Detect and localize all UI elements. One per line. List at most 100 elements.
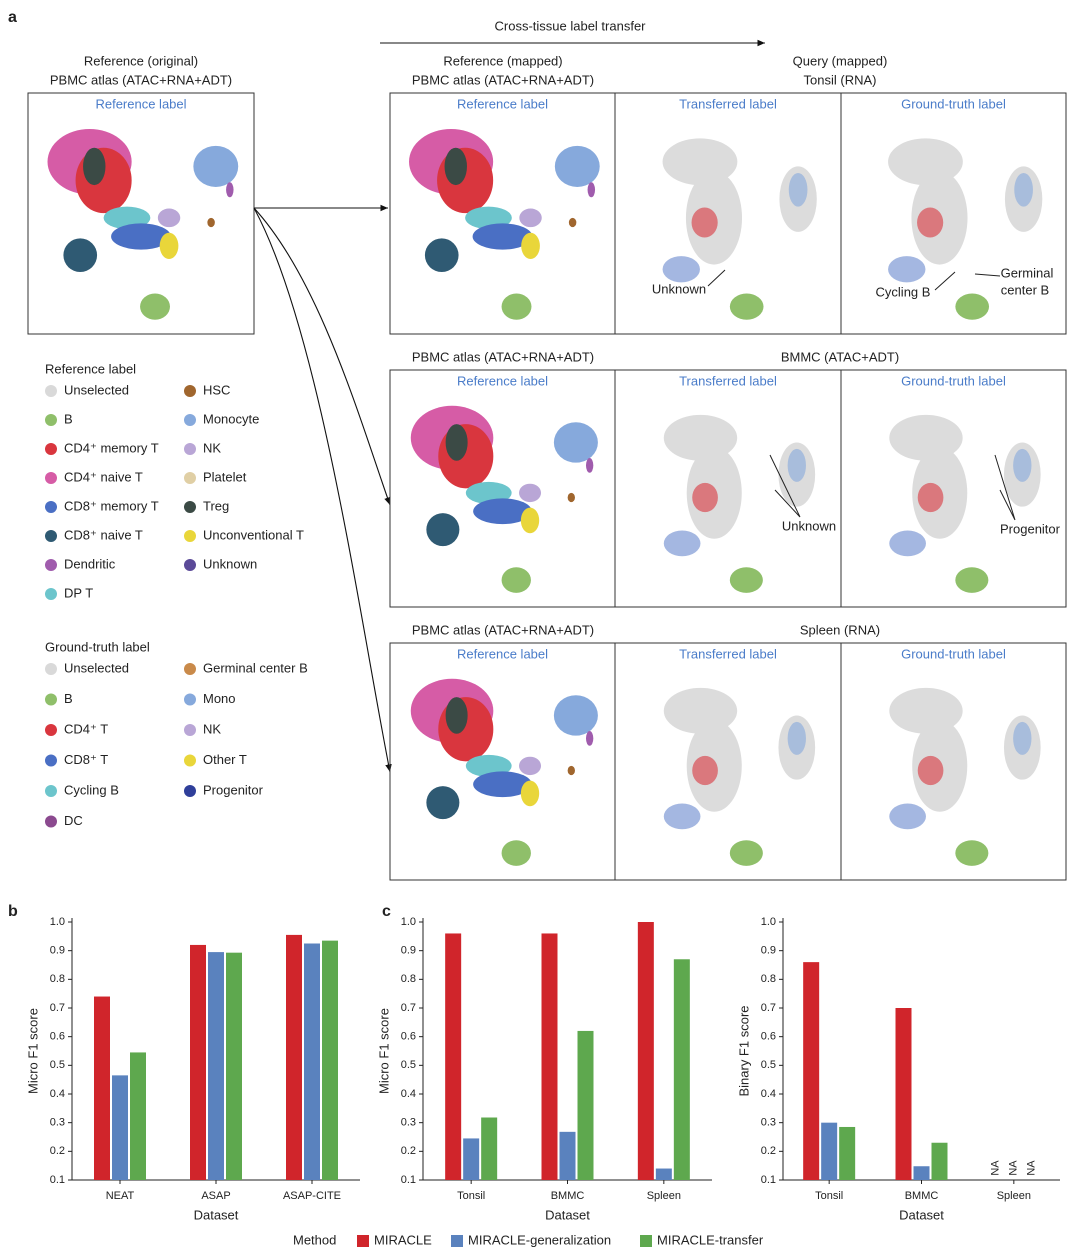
annotation-line [769,454,1016,521]
x-tick-label: BMMC [551,1190,585,1202]
arrow [253,207,392,773]
y-tick-label: 0.4 [401,1088,416,1100]
x-tick-label: Spleen [997,1190,1031,1202]
y-axis-label: Micro F1 score [376,1008,391,1094]
legend-swatch [451,1235,463,1247]
legend-label: B [64,691,73,706]
bar [655,1168,672,1180]
bar [577,1030,594,1180]
y-tick-label: 0.8 [761,973,776,985]
legend-swatch [184,785,196,797]
bar [286,934,302,1180]
bar [130,1052,146,1180]
legend-swatch [45,815,57,828]
legend-label: Germinal center B [203,660,308,675]
legend-label: CD4⁺ T [64,721,108,736]
y-tick-label: 0.7 [50,1002,65,1014]
value-label: NA [1026,1160,1038,1176]
legend-swatch [184,754,196,767]
umap-rows: Reference label Transferred label Ground-t… [389,92,1067,881]
legend-swatch [45,530,57,542]
legend-swatch [640,1235,652,1247]
umap-label: Reference label [457,373,548,388]
legend-swatch [45,443,57,455]
y-tick-label: 0.4 [761,1088,776,1100]
legend-label: MIRACLE-transfer [657,1232,764,1247]
bar [304,943,320,1180]
y-tick-label: 0.1 [401,1174,416,1186]
legend-swatch [184,724,196,736]
legend-label: DC [64,813,83,828]
umap-label: Transferred label [679,96,777,111]
panel-label: a [8,9,17,26]
legend-swatch [357,1235,369,1247]
umap [889,687,1041,866]
bar-charts: 0.1 0.2 0.3 0.4 0.5 0.6 0.7 0.8 0.9 1.0 Micro F1 s… [25,916,1060,1247]
umap [410,405,598,593]
legend-label: CD4⁺ naive T [64,469,143,484]
legend-label: MIRACLE [374,1232,432,1247]
x-tick-label: ASAP [201,1190,230,1202]
annotation: Unknown [652,281,706,296]
legend-label: Mono [203,691,236,706]
bar [190,944,206,1180]
y-tick-label: 0.5 [761,1059,776,1071]
legend-swatch [184,501,196,513]
y-tick-label: 0.3 [50,1117,65,1129]
legend-label: Dendritic [64,556,116,571]
legend-label: B [64,411,73,426]
legend-title: Reference label [45,361,136,376]
y-tick-label: 0.5 [50,1059,65,1071]
y-tick-label: 0.6 [761,1031,776,1043]
umap-box [840,92,1067,335]
bar [931,1142,948,1180]
legend-label: Unselected [64,660,129,675]
panel-label: c [382,903,391,920]
umap [47,129,239,320]
x-tick-label: Tonsil [815,1190,843,1202]
bar [463,1138,480,1180]
legend-label: MIRACLE-generalization [468,1232,611,1247]
y-tick-label: 0.1 [50,1174,65,1186]
row-title: BMMC (ATAC+ADT) [781,349,899,364]
bar [226,952,242,1180]
y-tick-label: 0.7 [761,1002,776,1014]
bar [637,922,654,1180]
x-axis-label: Dataset [899,1207,944,1222]
legend-swatch [45,385,57,397]
legend-label: Cycling B [64,782,119,797]
y-tick-label: 0.1 [761,1174,776,1186]
legend-label: CD8⁺ memory T [64,498,159,513]
y-axis-label: Binary F1 score [736,1005,751,1096]
umap-label: Reference label [95,96,186,111]
legend-swatch [184,559,196,571]
legend-label: NK [203,440,221,455]
legend-label: CD4⁺ memory T [64,440,159,455]
umap-label: Reference label [457,96,548,111]
y-tick-label: 0.9 [761,945,776,957]
legend-label: Monocyte [203,411,259,426]
row-title: Reference (mapped) [443,53,562,68]
bar [895,1008,912,1180]
bar [803,962,820,1180]
x-tick-label: Spleen [647,1190,681,1202]
legend-label: Other T [203,752,247,767]
y-tick-label: 0.8 [50,973,65,985]
legend-swatch [184,385,196,397]
legend-title: Method [293,1232,336,1247]
y-axis-label: Micro F1 score [25,1008,40,1094]
x-axis-label: Dataset [545,1207,590,1222]
bar [673,959,690,1180]
value-label: NA [990,1160,1002,1176]
x-axis-label: Dataset [194,1207,239,1222]
bar [839,1126,856,1180]
bar [208,952,224,1180]
x-tick-label: BMMC [905,1190,939,1202]
legend-label: Unconventional T [203,527,304,542]
umap-box [27,92,255,335]
legends: Reference label Unselected B CD4⁺ memory T C… [45,361,308,828]
y-tick-label: 1.0 [50,916,65,928]
bar [112,1075,128,1180]
umap-box [840,369,1067,608]
